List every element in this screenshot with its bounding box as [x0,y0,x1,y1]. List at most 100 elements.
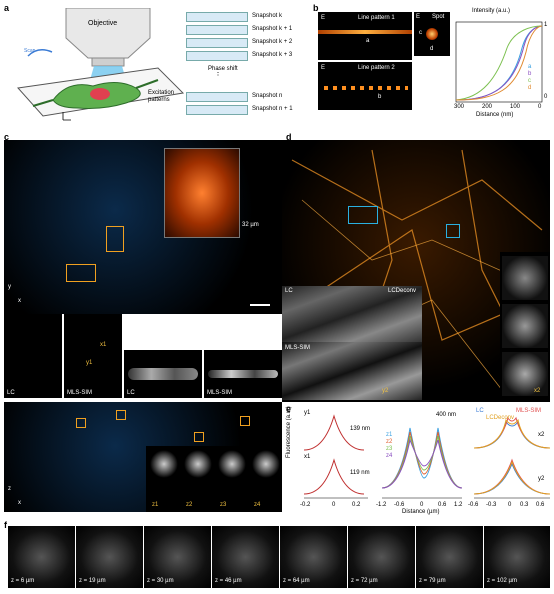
xtick-200: 200 [482,104,493,110]
xtick-100: 100 [510,104,521,110]
snapshot-stack: ⋮ [186,12,256,122]
e-xt-r1: -0.3 [486,502,497,508]
e-fwhm-139: 139 nm [350,426,371,432]
e-fwhm-119: 119 nm [350,470,370,476]
e-xt-m1: -0.6 [394,502,405,508]
axis-y: y [8,284,11,290]
panel-label-f: f [4,520,7,530]
panel-a: Scan Objective ⋮ Snapshot k Snapshot k +… [8,7,308,128]
roi-box-1 [106,226,124,252]
f-slice-7: z = 79 µm [416,526,484,588]
panel-label-c: c [4,132,10,142]
c-inset-mls-2: MLS-SIM [204,350,282,398]
xtick-0: 0 [538,104,542,110]
d-y2-label: y2 [382,388,389,394]
snapshot-k3: Snapshot k + 3 [252,52,293,58]
intensity-plot [455,21,543,103]
e-right-plot [473,416,551,499]
e-field-label-3: E [416,14,421,20]
c-inset-lc-2-label: LC [127,390,135,396]
f-z8: z = 102 µm [487,578,517,584]
f-slice-8: z = 102 µm [484,526,550,588]
e-xt-l2: 0.2 [352,502,361,508]
excitation-patterns-label: Excitation patterns [148,90,175,103]
axis-z: z [8,486,11,492]
z3-label: z3 [220,502,227,508]
marker-a: a [366,38,370,44]
axis-x-2: x [18,500,21,506]
e-y2: y2 [538,476,545,482]
d-roi-box-2 [446,224,460,238]
e-mid-plot [381,427,463,499]
e-xt-m3: 0.6 [438,502,447,508]
f-slice-4: z = 46 µm [212,526,280,588]
size-32um: 32 µm [242,222,259,228]
panel-label-a: a [4,3,10,13]
marker-b: b [378,94,382,100]
c-inset-x1: x1 [100,342,107,348]
panel-c-main-image: 32 µm y x [4,140,282,314]
f-z4: z = 46 µm [215,578,242,584]
snapshot-n: Snapshot n [252,93,283,99]
d-inset-mls: MLS-SIM y2 [282,342,422,400]
z1-label: z1 [152,502,159,508]
e-xt-m2: 0 [420,502,424,508]
c-inset-y1: y1 [86,360,93,366]
e-legend-z2: z2 [386,439,393,445]
d-inset-lc-label: LC [285,288,293,294]
panel-label-e: e [286,404,292,414]
3d-volume-inset [164,148,240,238]
e-xt-r2: 0 [508,502,512,508]
c-inset-lc-2: LC [124,350,202,398]
line-pattern-1-label: Line pattern 1 [358,15,395,21]
panel-label-d: d [286,132,292,142]
e-xt-m4: 1.2 [454,502,463,508]
f-z7: z = 79 µm [419,578,446,584]
svg-text:Scan: Scan [24,48,36,54]
f-z3: z = 30 µm [147,578,174,584]
line-pattern-2-label: Line pattern 2 [358,65,395,71]
e-xt-l0: -0.2 [300,502,311,508]
panel-f-strip: z = 6 µm z = 19 µm z = 30 µm z = 46 µm z… [8,526,550,588]
intensity-chart: Intensity (a.u.) 1 0 300 200 100 0 Dista… [452,8,552,128]
legend-d: d [528,85,532,91]
e-legend-z4: z4 [386,453,393,459]
snapshot-k1: Snapshot k + 1 [252,26,293,32]
f-slice-3: z = 30 µm [144,526,212,588]
snapshot-k2: Snapshot k + 2 [252,39,293,45]
f-slice-2: z = 19 µm [76,526,144,588]
e-fwhm-400: 400 nm [436,412,457,418]
legend-a: a [528,64,532,70]
e-xt-r0: -0.6 [468,502,479,508]
line-pattern-2-image: Line pattern 2 E b [318,62,412,110]
d-inset-lcdeconv-label: LCDeconv [388,288,417,294]
roi-box-2 [66,264,96,282]
legend-b: b [528,71,532,77]
marker-d: d [430,46,434,52]
objective-label: Objective [88,20,118,27]
e-x1: x1 [304,454,311,460]
f-z1: z = 6 µm [11,578,35,584]
d-x2-label: x2 [534,388,541,394]
intensity-ylabel: Intensity (a.u.) [472,8,511,14]
legend-c: c [528,78,531,84]
e-left-plot [303,414,368,499]
e-legend-lcdeconv: LCDeconv [486,415,515,421]
marker-c: c [419,30,422,36]
d-inset-lc: LC LCDeconv [282,286,422,342]
snapshot-k: Snapshot k [252,13,283,19]
y-top-tick: 1 [544,22,548,28]
distance-xlabel: Distance (nm) [476,112,514,118]
f-z5: z = 64 µm [283,578,310,584]
c-inset-mls-2-label: MLS-SIM [207,390,233,396]
e-xt-m0: -1.2 [376,502,387,508]
e-field-label-1: E [321,15,326,21]
c-inset-lc-1: LC [4,314,62,398]
z2-label: z2 [186,502,193,508]
snapshot-n1: Snapshot n + 1 [252,106,293,112]
spot-image: Spot E c d [414,12,450,56]
phase-shift-label: Phase shift [208,66,238,72]
d-inset-mls-label: MLS-SIM [285,345,311,351]
f-z2: z = 19 µm [79,578,106,584]
xtick-300: 300 [454,104,465,110]
